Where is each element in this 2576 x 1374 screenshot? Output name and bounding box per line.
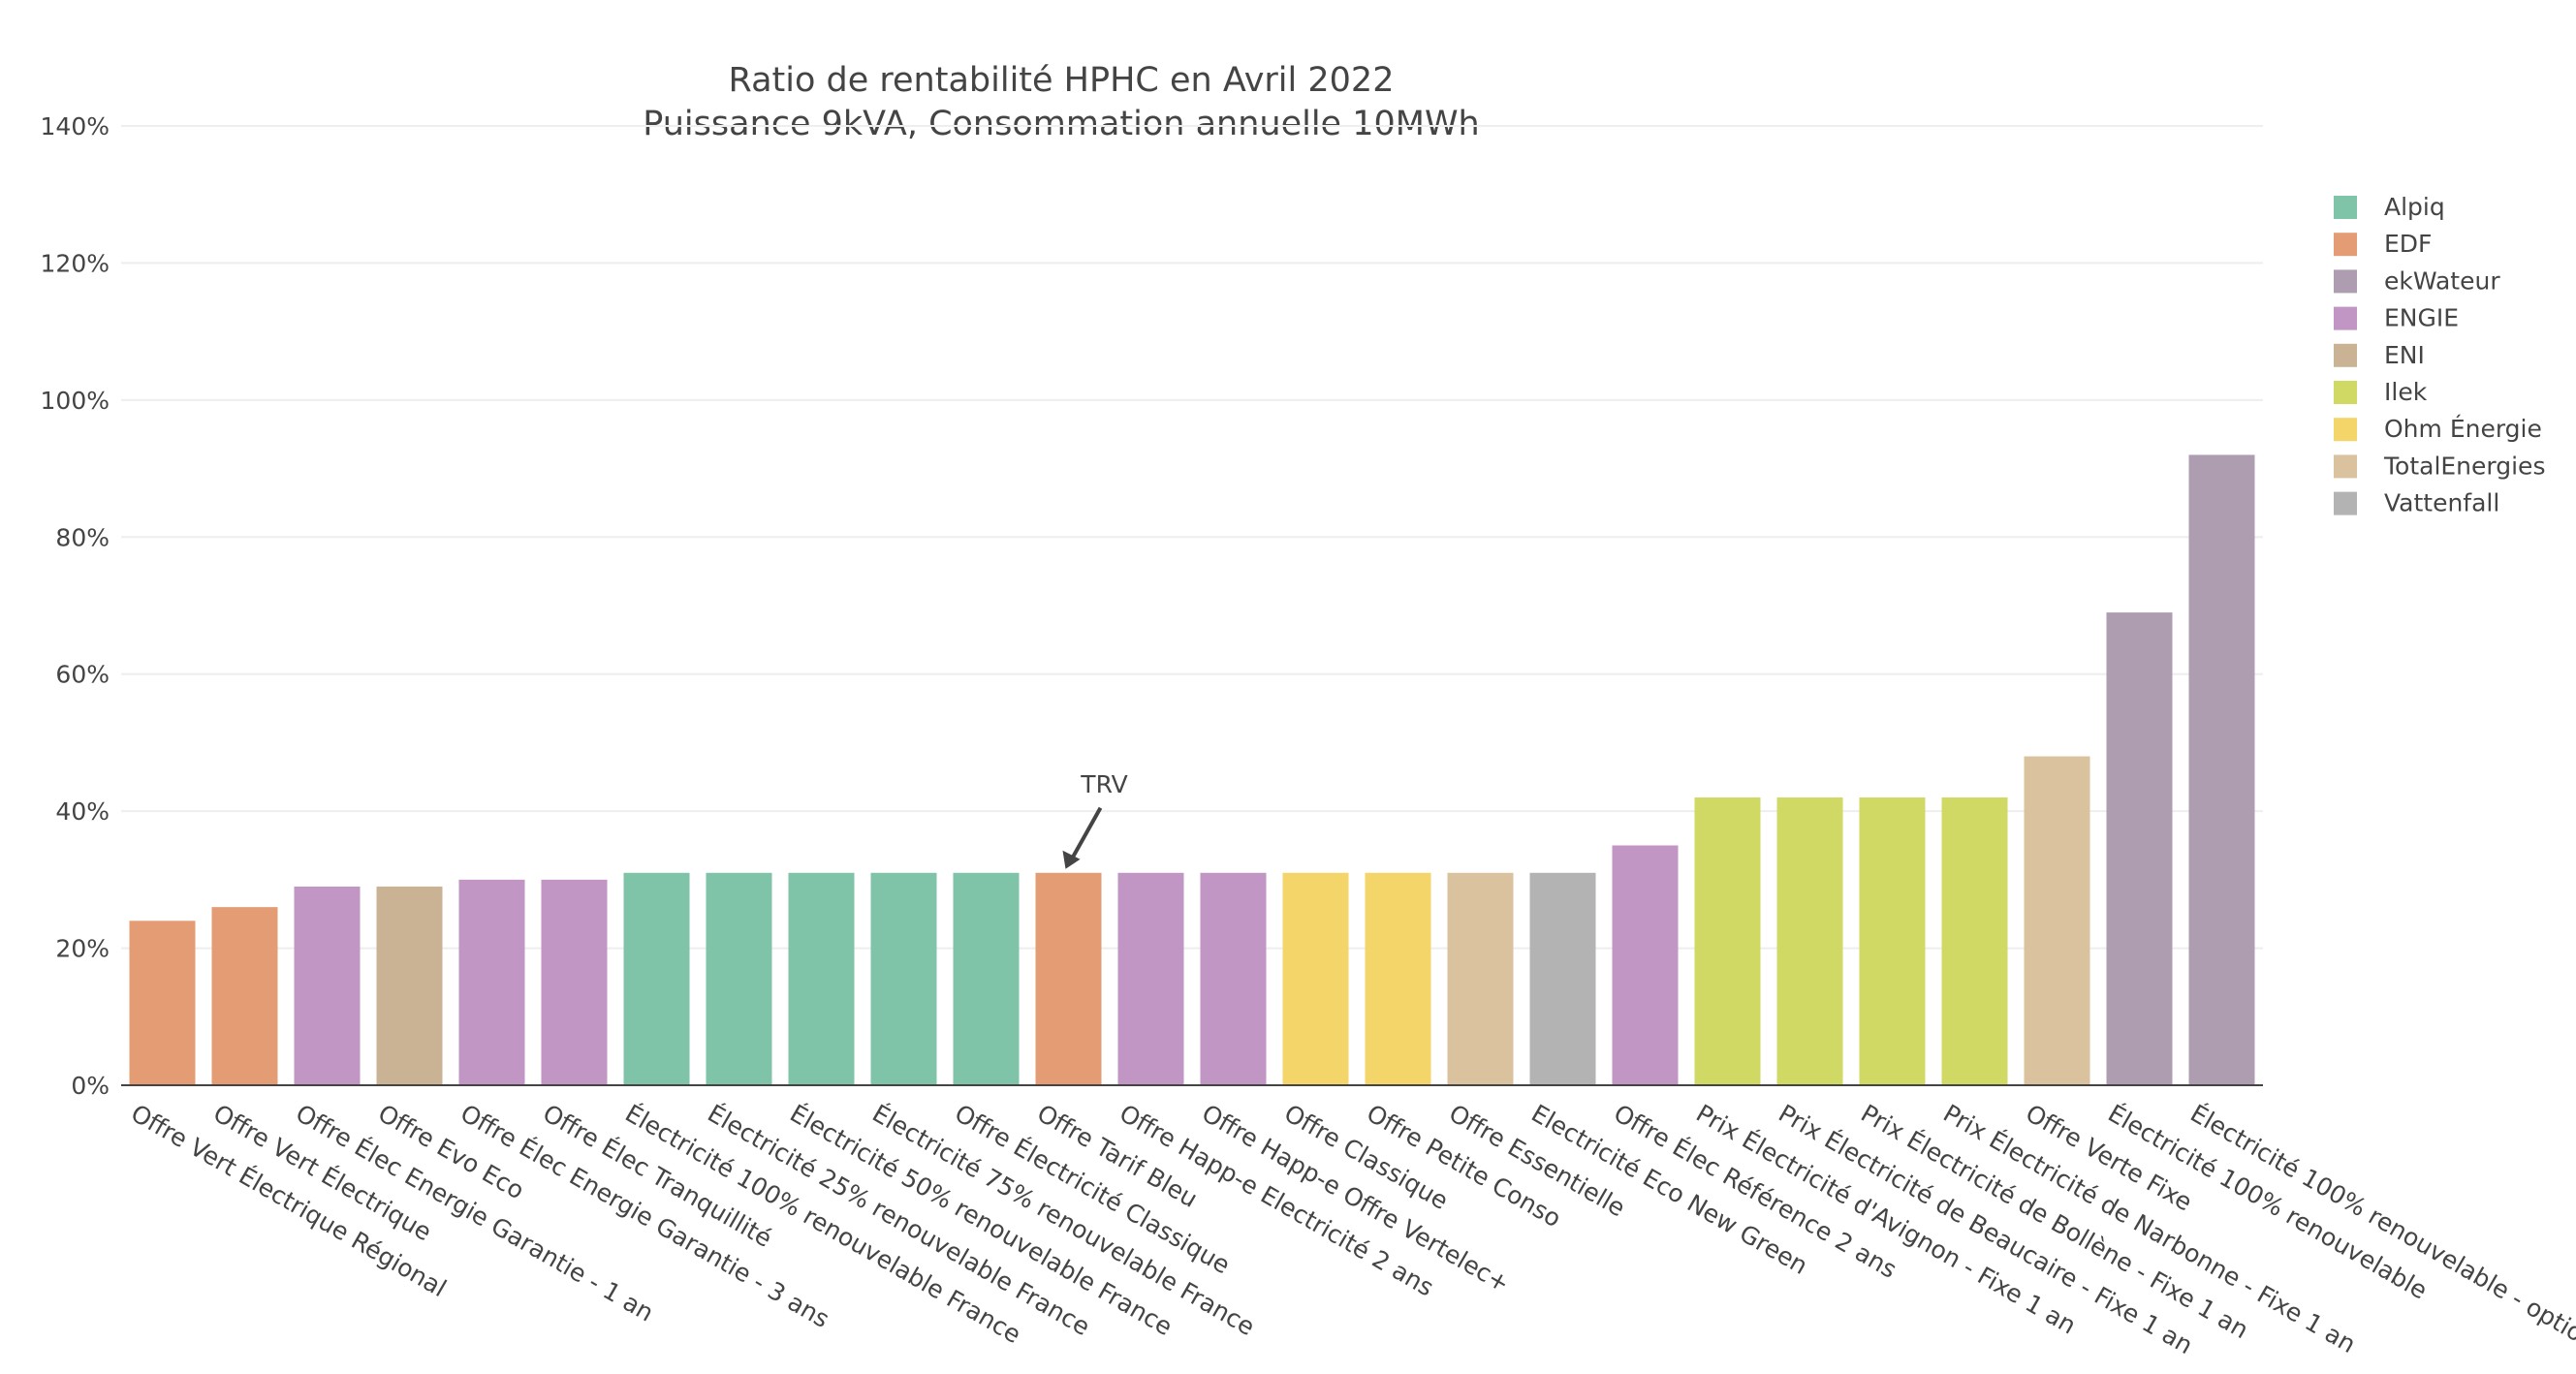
bar [2106,612,2173,1085]
y-tick-label: 40% [55,797,110,826]
legend-label: EDF [2384,230,2432,258]
legend-item[interactable]: Ohm Énergie [2334,415,2542,443]
legend: Alpiq EDF ekWateur ENGIE ENI Ilek Ohm Énergie T… [2334,193,2545,517]
bar [1529,872,1596,1085]
bar [623,872,690,1085]
bar [706,872,772,1085]
bar [1282,872,1349,1085]
legend-item[interactable]: Vattenfall [2334,489,2499,517]
bar [870,872,937,1085]
bar [1200,872,1267,1085]
bar [1447,872,1514,1085]
y-tick-label: 140% [41,112,110,141]
legend-swatch [2334,343,2357,367]
legend-label: ENI [2384,341,2425,369]
chart-title: Ratio de rentabilité HPHC en Avril 2022 [729,61,1395,100]
bar [1035,872,1102,1085]
bar [1941,797,2008,1085]
legend-swatch [2334,233,2357,257]
bar [788,872,855,1085]
legend-item[interactable]: ENGIE [2334,304,2459,332]
legend-item[interactable]: EDF [2334,230,2432,258]
y-tick-label: 120% [41,249,110,277]
y-axis: 0% 20% 40% 60% 80% 100% 120% 140% [41,112,110,1100]
bar [129,921,196,1085]
bar [458,879,525,1085]
annotation-label: TRV [1080,770,1127,798]
legend-item[interactable]: ekWateur [2334,266,2500,295]
bar [294,886,361,1085]
y-tick-label: 100% [41,387,110,415]
annotations: TRV [1062,770,1128,869]
legend-label: ENGIE [2384,304,2459,332]
bar [541,879,608,1085]
bar [1117,872,1184,1085]
legend-swatch [2334,418,2357,442]
legend-swatch [2334,381,2357,404]
annotation-arrow-shaft [1067,806,1103,864]
bar [211,907,278,1085]
legend-label: Ohm Énergie [2384,415,2542,443]
bar [2024,756,2090,1085]
bar [1612,845,1679,1085]
legend-item[interactable]: TotalEnergies [2334,452,2545,480]
bar [1694,797,1761,1085]
legend-swatch [2334,491,2357,515]
legend-item[interactable]: Alpiq [2334,193,2445,221]
y-tick-label: 80% [55,523,110,551]
annotation-arrow-head [1062,850,1081,869]
bar [1776,797,1843,1085]
bar [2188,454,2255,1085]
y-tick-label: 60% [55,661,110,689]
bar [953,872,1020,1085]
bars [129,454,2255,1085]
y-tick-label: 20% [55,935,110,963]
legend-label: ekWateur [2384,266,2500,295]
y-tick-label: 0% [71,1072,110,1100]
bar [1365,872,1431,1085]
legend-label: TotalEnergies [2383,452,2545,480]
legend-item[interactable]: ENI [2334,341,2425,369]
legend-label: Vattenfall [2384,489,2499,517]
chart-subtitle: Puissance 9kVA, Consommation annuelle 10… [643,105,1479,143]
legend-swatch [2334,306,2357,330]
y-gridlines [121,125,2263,950]
legend-item[interactable]: Ilek [2334,378,2428,406]
bar [1859,797,1926,1085]
legend-label: Alpiq [2384,193,2445,221]
bar [376,886,443,1085]
legend-swatch [2334,269,2357,294]
legend-swatch [2334,454,2357,479]
legend-swatch [2334,196,2357,219]
legend-label: Ilek [2384,378,2428,406]
